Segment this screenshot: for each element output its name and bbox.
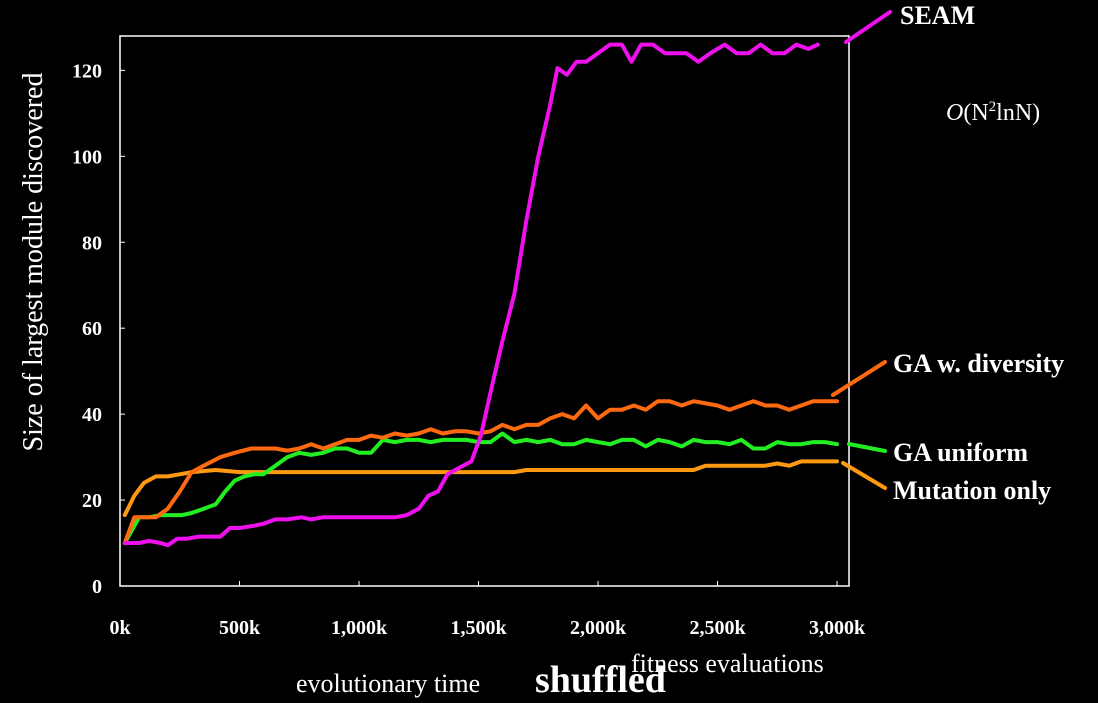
- leader-line: [844, 10, 892, 44]
- y-tick-label: 60: [82, 318, 102, 340]
- x-tick-label: 1,500k: [450, 617, 507, 639]
- x-axis-ticks: 0k 500k 1,000k 1,500k 2,000k 2,500k 3,000k: [109, 581, 866, 639]
- series-labels: SEAM GA w. diversity GA uniform Mutation on…: [893, 1, 1064, 505]
- series-line-ga-w-diversity: [122, 399, 839, 545]
- series-label-ga-uniform: GA uniform: [893, 438, 1028, 467]
- x-tick-label: 2,000k: [570, 617, 627, 639]
- x-tick-label: 0k: [109, 617, 131, 639]
- leader-line: [831, 360, 887, 397]
- series-line-mutation-only: [122, 459, 839, 518]
- leader-line: [847, 442, 887, 453]
- x-tick-label: 1,000k: [331, 617, 388, 639]
- annotation-complexity: O(N2lnN): [946, 99, 1040, 126]
- plot-area-frame: [119, 35, 850, 587]
- x-tick-label: 2,500k: [689, 617, 746, 639]
- x-tick-label: 500k: [219, 617, 261, 639]
- y-tick-label: 20: [82, 490, 102, 512]
- y-axis-ticks: 0 20 40 60 80 100 120: [72, 60, 125, 598]
- x-axis-label-overlay: shuffled: [535, 659, 666, 701]
- x-tick-label: 3,000k: [809, 617, 866, 639]
- series-line-seam: [122, 42, 820, 548]
- y-tick-label: 40: [82, 404, 102, 426]
- x-axis-label-secondary: fitness evaluations: [631, 649, 824, 678]
- series-label-mutation-only: Mutation only: [893, 476, 1051, 505]
- series-layer: [122, 42, 839, 548]
- leader-line: [841, 461, 887, 490]
- series-line-ga-uniform: [122, 431, 839, 545]
- y-tick-label: 80: [82, 232, 102, 254]
- x-axis-label-main: evolutionary time: [296, 669, 480, 698]
- series-label-ga-w-diversity: GA w. diversity: [893, 349, 1064, 378]
- y-tick-label: 100: [72, 146, 102, 168]
- y-tick-label: 0: [92, 576, 102, 598]
- series-label-seam: SEAM: [900, 1, 975, 30]
- y-tick-label: 120: [72, 60, 102, 82]
- y-axis-label: Size of largest module discovered: [18, 73, 49, 452]
- label-leader-lines: [831, 10, 892, 490]
